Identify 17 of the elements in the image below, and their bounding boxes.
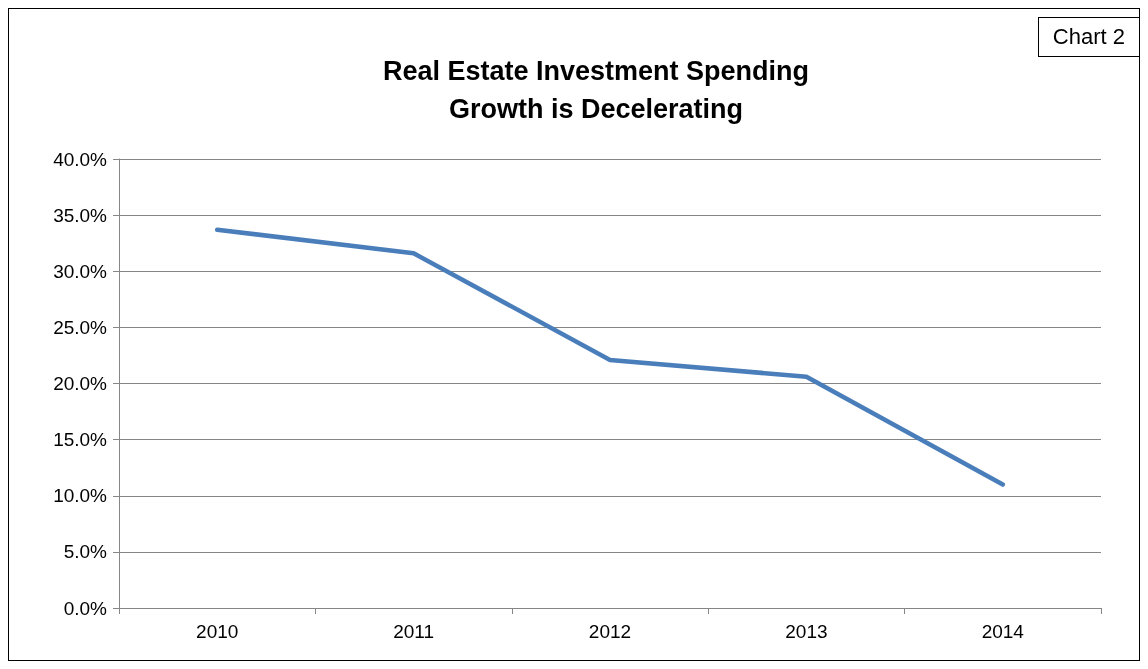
x-tick-label: 2012 [588, 621, 632, 642]
y-tick-label: 0.0% [63, 597, 108, 619]
y-tick-label: 30.0% [53, 260, 108, 282]
caption: Chart 2 [1037, 17, 1140, 57]
x-tick-label: 2011 [393, 621, 435, 642]
y-tick-label: 10.0% [53, 485, 108, 507]
x-tick-label: 2010 [196, 621, 239, 642]
line-series [214, 227, 1006, 487]
y-tick-label: 20.0% [53, 373, 108, 394]
y-tick-label: 40.0% [53, 148, 108, 170]
y-tick-label: 35.0% [53, 204, 108, 226]
y-tick-label: 25.0% [53, 316, 108, 338]
y-tick-label: 5.0% [63, 541, 108, 563]
chart-title: Real Estate Investment Spending Growth is Decelerating [382, 56, 810, 124]
x-tick-label: 2013 [785, 621, 828, 642]
x-tick-label: 2014 [981, 621, 1025, 642]
y-tick-label: 15.0% [53, 429, 108, 451]
